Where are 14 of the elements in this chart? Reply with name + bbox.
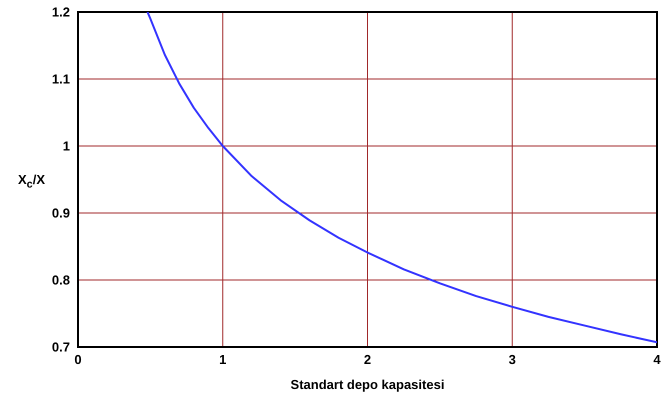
y-tick-label: 0.7 [52, 340, 70, 355]
y-tick-label: 1.1 [52, 72, 70, 87]
y-tick-label: 1 [62, 138, 70, 154]
x-axis-title: Standart depo kapasitesi [290, 377, 444, 392]
y-tick-label: 0.9 [52, 206, 70, 221]
line-series [146, 12, 657, 344]
x-tick-label: 1 [219, 352, 226, 368]
x-tick-label: 0 [74, 352, 82, 368]
y-tick-label: 0.8 [52, 272, 70, 288]
x-tick-label: 3 [508, 352, 516, 368]
x-tick-label: 2 [364, 352, 372, 368]
x-tick-label: 4 [653, 352, 662, 368]
y-axis-title: X$_{c}$/X [18, 172, 45, 191]
y-tick-label: 1.2 [52, 4, 70, 20]
